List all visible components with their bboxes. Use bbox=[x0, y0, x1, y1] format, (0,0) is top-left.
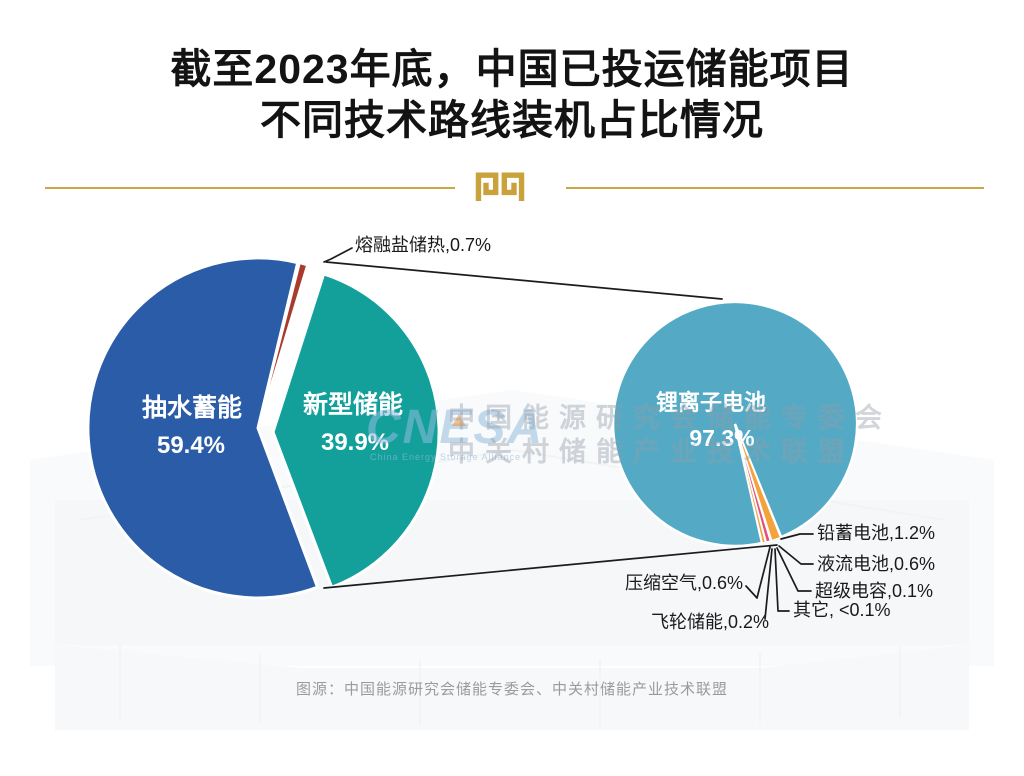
callout-supercap: 超级电容,0.1% bbox=[815, 581, 933, 601]
source-caption: 图源：中国能源研究会储能专委会、中关村储能产业技术联盟 bbox=[295, 681, 728, 698]
divider bbox=[0, 160, 1024, 210]
left-pie: 抽水蓄能 59.4% 新型储能 39.9% bbox=[86, 256, 441, 600]
right-pie: 锂离子电池 97.3% bbox=[611, 300, 859, 548]
label-pumped-hydro-pct: 59.4% bbox=[157, 432, 225, 459]
other-leader-line bbox=[774, 548, 790, 612]
title-line-1: 截至2023年底，中国已投运储能项目 bbox=[170, 46, 854, 92]
callout-molten-salt: 熔融盐储热,0.7% bbox=[355, 235, 491, 255]
pie-slice-flow-battery bbox=[734, 423, 771, 543]
flywheel-leader-line bbox=[764, 548, 773, 620]
connector-bottom bbox=[323, 544, 778, 589]
lead-acid-leader-line bbox=[780, 533, 814, 540]
label-lithium-pct: 97.3% bbox=[689, 425, 754, 451]
pie-slice-molten-salt bbox=[257, 261, 309, 429]
pie-slice-lead-acid bbox=[734, 423, 781, 541]
divider-line-right bbox=[566, 187, 984, 189]
connector-top bbox=[325, 261, 723, 300]
divider-line-left bbox=[45, 187, 455, 189]
molten-salt-leader-line bbox=[323, 247, 353, 263]
callout-flow-battery: 液流电池,0.6% bbox=[817, 554, 935, 574]
compressed-air-leader-line bbox=[745, 546, 771, 599]
pie-slice-pumped-hydro bbox=[86, 256, 320, 600]
supercap-leader-line bbox=[776, 547, 812, 592]
gold-emblem-icon bbox=[475, 172, 525, 201]
label-new-storage-pct: 39.9% bbox=[321, 429, 389, 456]
label-lithium-name: 锂离子电池 bbox=[656, 390, 766, 415]
callout-compressed-air: 压缩空气,0.6% bbox=[625, 573, 743, 593]
callout-flywheel: 飞轮储能,0.2% bbox=[651, 612, 769, 632]
pie-slice-new-storage bbox=[271, 272, 441, 590]
pie-charts-canvas: 抽水蓄能 59.4% 新型储能 39.9% 熔融盐储热,0.7% 锂离子电池 9… bbox=[30, 235, 994, 730]
label-new-storage-name: 新型储能 bbox=[303, 390, 403, 419]
label-pumped-hydro-name: 抽水蓄能 bbox=[142, 393, 242, 422]
page-title: 截至2023年底，中国已投运储能项目 不同技术路线装机占比情况 bbox=[0, 44, 1024, 146]
flow-battery-leader-line bbox=[778, 545, 814, 565]
callout-other: 其它, <0.1% bbox=[793, 600, 891, 620]
pie-slice-compressed-air bbox=[734, 423, 766, 544]
title-line-2: 不同技术路线装机占比情况 bbox=[260, 96, 764, 143]
callout-lead-acid: 铅蓄电池,1.2% bbox=[817, 523, 935, 543]
